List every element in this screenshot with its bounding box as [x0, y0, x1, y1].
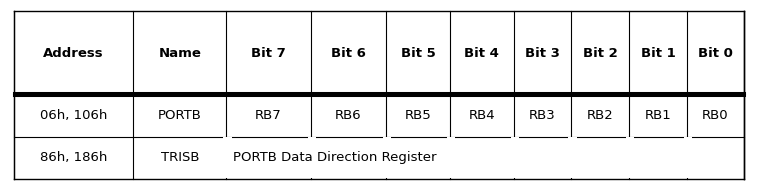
Text: Bit 6: Bit 6: [331, 47, 366, 60]
Bar: [684, 137, 692, 178]
Bar: [568, 137, 577, 178]
Text: 06h, 106h: 06h, 106h: [40, 109, 107, 122]
Bar: [511, 137, 519, 178]
Text: RB7: RB7: [255, 109, 282, 122]
Text: RB0: RB0: [702, 109, 729, 122]
Text: Bit 3: Bit 3: [525, 47, 560, 60]
Text: PORTB: PORTB: [158, 109, 202, 122]
Text: Bit 4: Bit 4: [465, 47, 500, 60]
Text: RB6: RB6: [335, 109, 362, 122]
Bar: [14, 11, 744, 179]
Bar: [626, 137, 634, 178]
Bar: [383, 137, 391, 178]
Text: Bit 5: Bit 5: [401, 47, 435, 60]
Bar: [447, 137, 456, 178]
Text: 86h, 186h: 86h, 186h: [40, 151, 107, 164]
Text: Address: Address: [43, 47, 104, 60]
Text: TRISB: TRISB: [161, 151, 199, 164]
Text: RB2: RB2: [587, 109, 614, 122]
Text: RB3: RB3: [529, 109, 556, 122]
Text: RB1: RB1: [644, 109, 672, 122]
Bar: [308, 137, 316, 178]
Text: Bit 7: Bit 7: [251, 47, 286, 60]
Text: Name: Name: [158, 47, 202, 60]
Text: Bit 0: Bit 0: [698, 47, 733, 60]
Text: RB4: RB4: [468, 109, 495, 122]
Text: PORTB Data Direction Register: PORTB Data Direction Register: [233, 151, 436, 164]
Bar: [224, 137, 232, 178]
Text: Bit 1: Bit 1: [641, 47, 675, 60]
Text: Bit 2: Bit 2: [583, 47, 618, 60]
Text: RB5: RB5: [405, 109, 431, 122]
